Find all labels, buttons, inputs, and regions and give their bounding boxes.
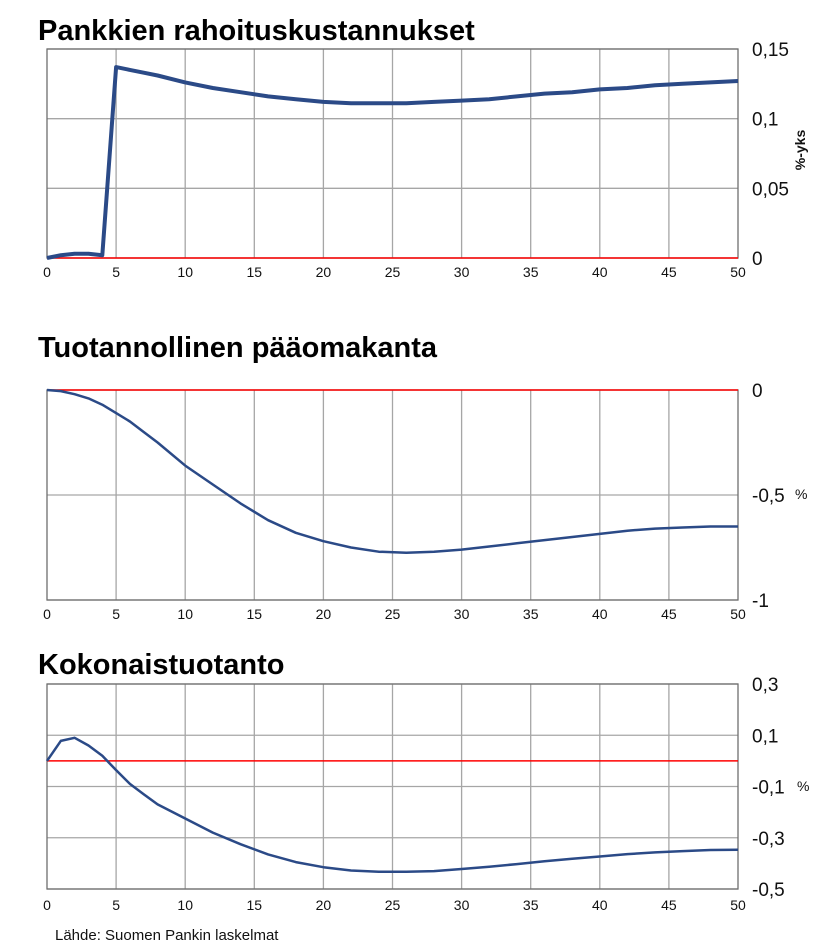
x-tick-label: 0 bbox=[43, 264, 51, 280]
y-tick-label: 0,1 bbox=[752, 726, 778, 747]
y-tick-label: -0,5 bbox=[752, 486, 785, 507]
y-axis-label: % bbox=[797, 778, 809, 794]
y-tick-label: 0 bbox=[752, 249, 763, 270]
y-tick-label: 0,3 bbox=[752, 675, 778, 696]
panel-total-output: 0 5 10 15 20 25 30 35 40 45 50 0,3 0,1 -0,1 -0,3 -0,5% bbox=[43, 675, 809, 913]
series-line bbox=[46, 65, 739, 260]
chart-title-1: Pankkien rahoituskustannukset bbox=[38, 15, 475, 47]
x-tick-label: 5 bbox=[112, 264, 120, 280]
y-tick-label: 0 bbox=[752, 381, 763, 402]
x-tick-label: 25 bbox=[385, 264, 401, 280]
x-tick-label: 25 bbox=[385, 897, 401, 913]
x-tick-label: 35 bbox=[523, 606, 539, 622]
chart-title-2: Tuotannollinen pääomakanta bbox=[38, 332, 438, 364]
x-tick-label: 35 bbox=[523, 897, 539, 913]
series-line bbox=[46, 388, 738, 555]
x-tick-label: 20 bbox=[316, 264, 332, 280]
x-tick-label: 20 bbox=[316, 897, 332, 913]
panel-bank-funding-costs: 0 5 10 15 20 25 30 35 40 45 50 0,15 0,1 0,05 0 %-yks bbox=[43, 40, 808, 280]
x-tick-label: 50 bbox=[730, 264, 746, 280]
y-axis-label: % bbox=[795, 486, 807, 502]
y-tick-label: 0,15 bbox=[752, 40, 789, 61]
y-tick-label: 0,1 bbox=[752, 110, 778, 131]
x-tick-label: 35 bbox=[523, 264, 539, 280]
panel-capital-stock: 0 5 10 15 20 25 30 35 40 45 50 0 -0,5 -1% bbox=[43, 381, 807, 622]
plot-frame bbox=[46, 683, 739, 890]
y-tick-label: -0,5 bbox=[752, 880, 785, 901]
x-tick-label: 50 bbox=[730, 606, 746, 622]
x-tick-label: 45 bbox=[661, 264, 677, 280]
x-tick-label: 10 bbox=[177, 264, 193, 280]
x-tick-label: 25 bbox=[385, 606, 401, 622]
x-tick-label: 30 bbox=[454, 264, 470, 280]
x-tick-label: 30 bbox=[454, 897, 470, 913]
x-tick-label: 0 bbox=[43, 897, 51, 913]
y-axis-label: %-yks bbox=[792, 130, 808, 171]
x-tick-label: 40 bbox=[592, 264, 608, 280]
x-tick-label: 45 bbox=[661, 897, 677, 913]
x-tick-label: 15 bbox=[247, 897, 263, 913]
y-tick-label: -0,3 bbox=[752, 829, 785, 850]
x-tick-label: 30 bbox=[454, 606, 470, 622]
source-note: Lähde: Suomen Pankin laskelmat bbox=[55, 927, 279, 944]
y-tick-label: 0,05 bbox=[752, 179, 789, 200]
x-tick-label: 50 bbox=[730, 897, 746, 913]
x-tick-label: 40 bbox=[592, 897, 608, 913]
x-tick-label: 40 bbox=[592, 606, 608, 622]
y-tick-label: -1 bbox=[752, 591, 769, 612]
series-line bbox=[45, 736, 739, 874]
x-tick-label: 45 bbox=[661, 606, 677, 622]
chart-title-3: Kokonaistuotanto bbox=[38, 649, 285, 681]
x-tick-label: 20 bbox=[316, 606, 332, 622]
x-tick-label: 15 bbox=[247, 264, 263, 280]
x-tick-label: 5 bbox=[112, 606, 120, 622]
y-tick-label: -0,1 bbox=[752, 778, 785, 799]
x-tick-label: 15 bbox=[247, 606, 263, 622]
x-tick-label: 10 bbox=[177, 897, 193, 913]
x-tick-label: 5 bbox=[112, 897, 120, 913]
x-tick-label: 10 bbox=[177, 606, 193, 622]
x-tick-label: 0 bbox=[43, 606, 51, 622]
